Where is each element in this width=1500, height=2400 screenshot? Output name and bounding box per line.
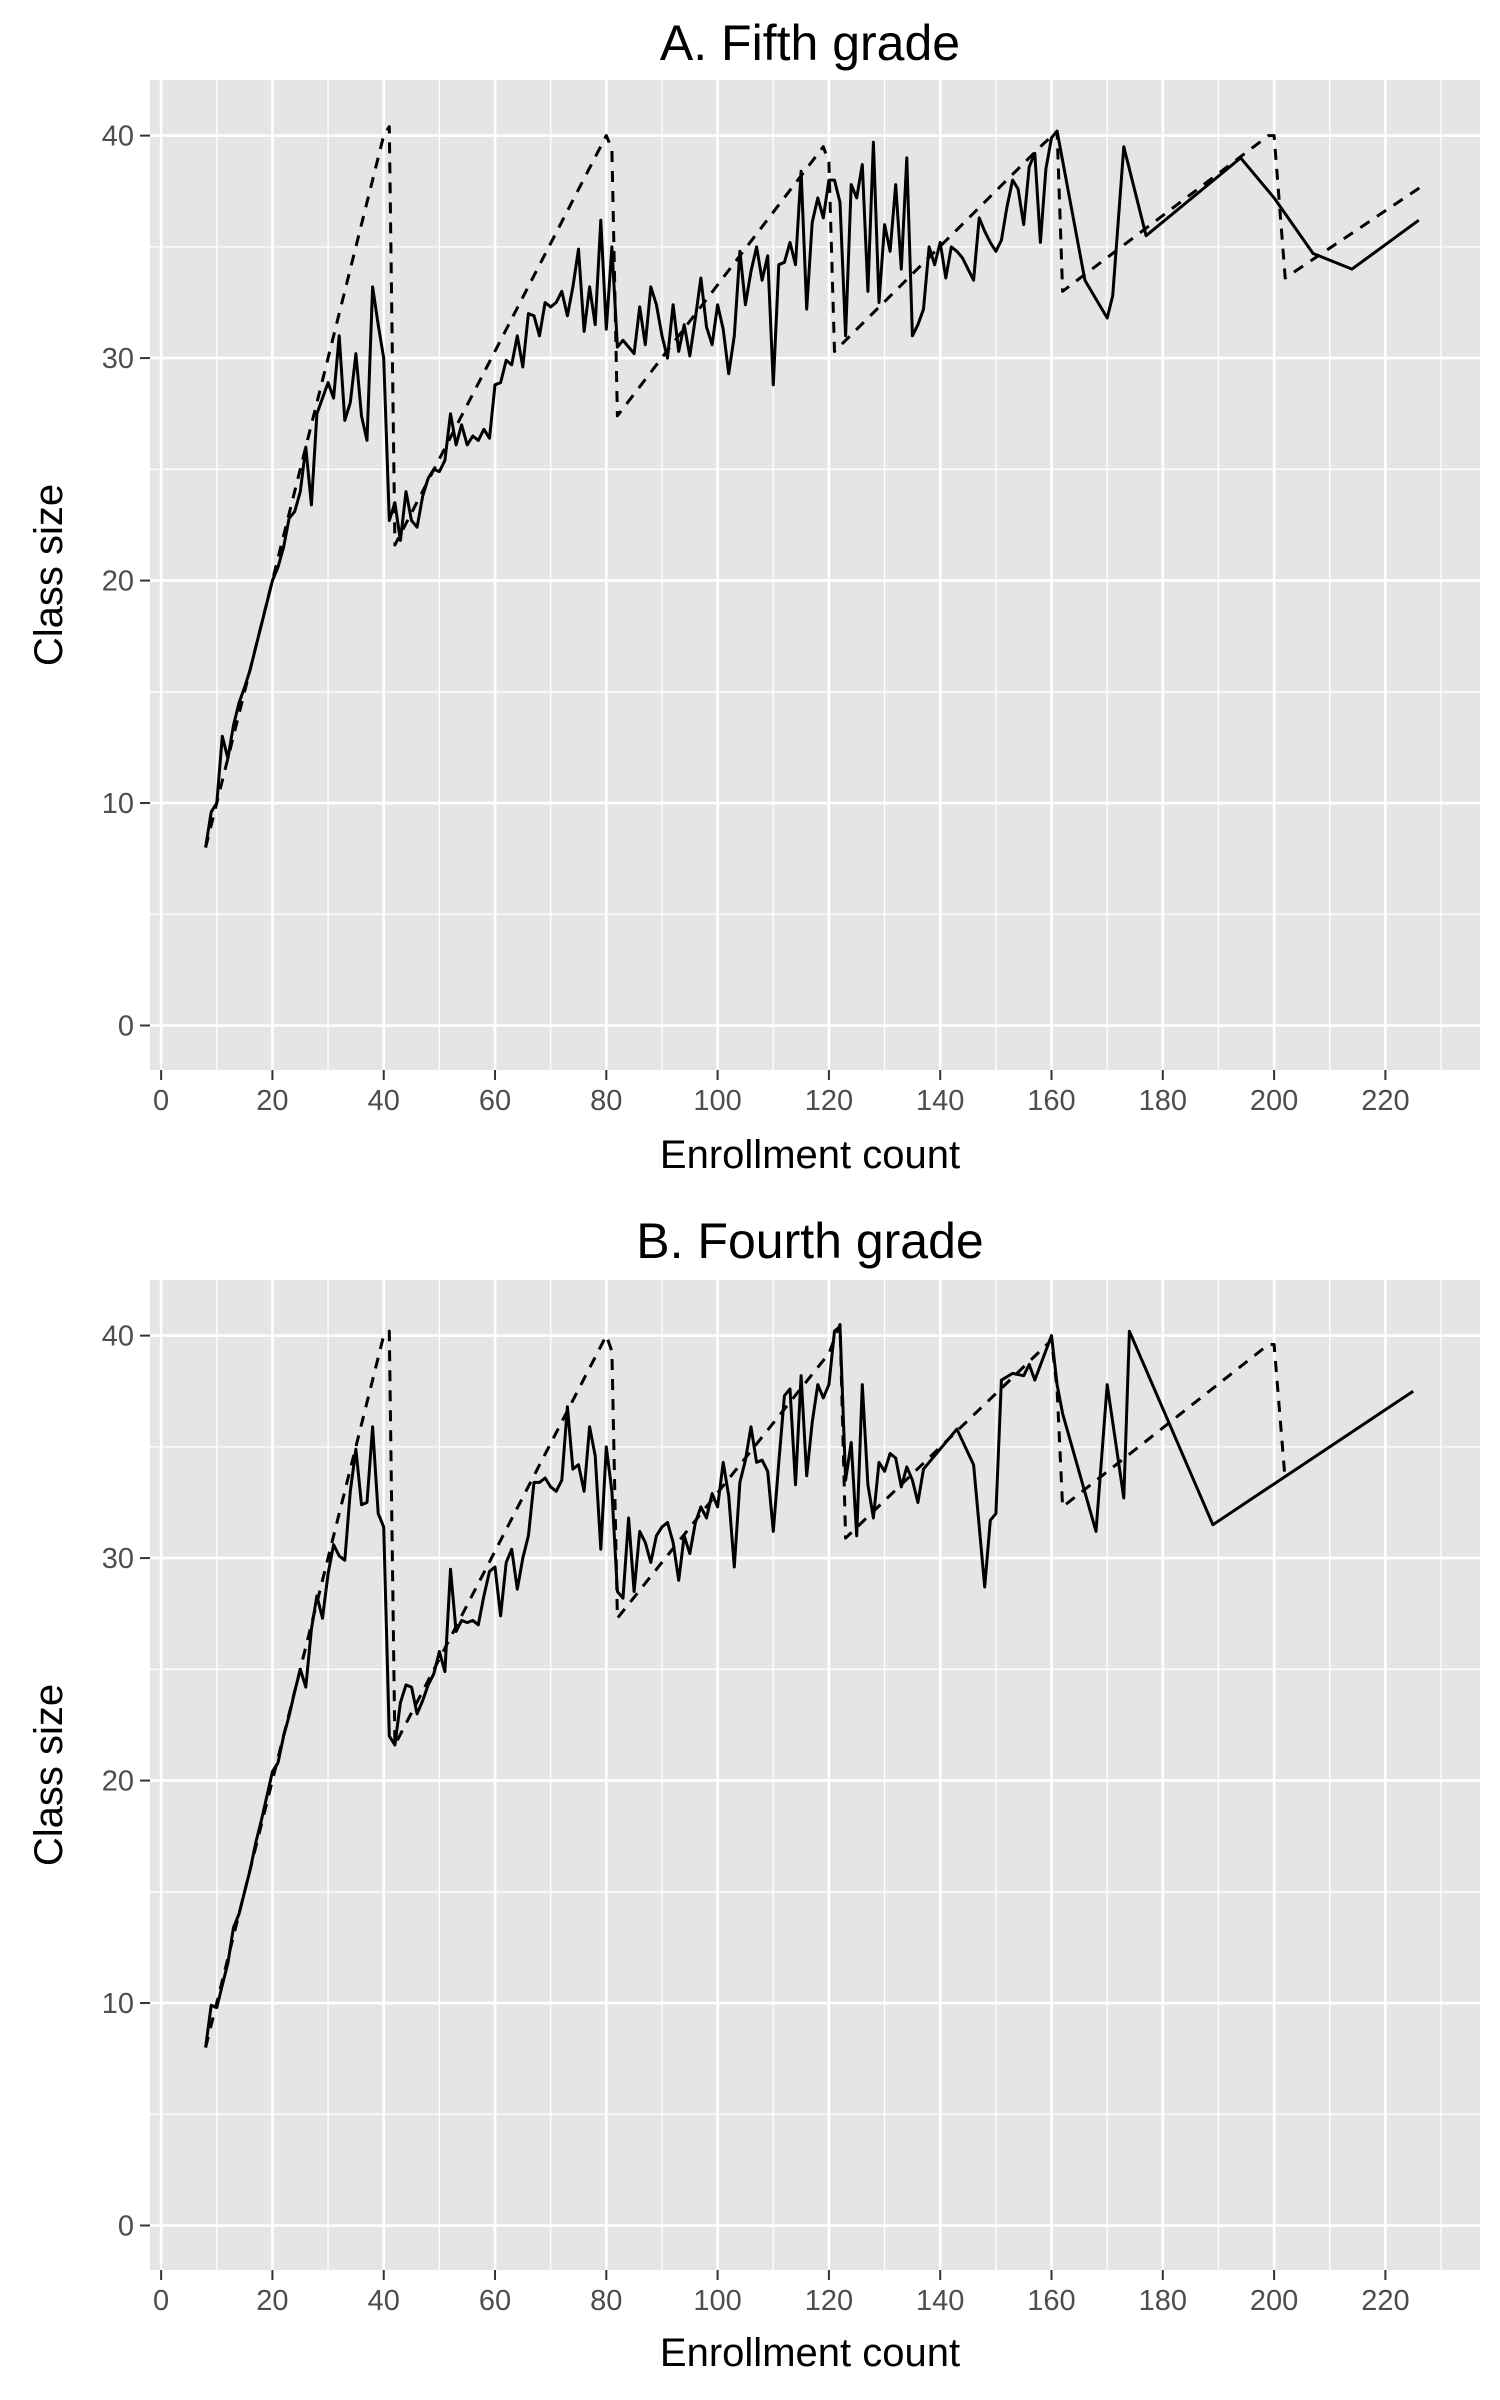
x-tick-label: 0 [153, 2285, 169, 2317]
x-tick-label: 120 [805, 2285, 853, 2317]
series-line-solid [204, 1325, 1415, 2048]
series-layer [204, 125, 1426, 848]
y-tick-label: 0 [118, 2211, 134, 2243]
x-tick-label: 40 [368, 2285, 400, 2317]
x-tick-label: 220 [1361, 2285, 1409, 2317]
y-tick-label: 30 [102, 1543, 134, 1575]
x-tick-label: 140 [916, 1085, 964, 1117]
series-line-solid [204, 129, 1420, 848]
y-tick-label: 40 [102, 121, 134, 153]
y-tick-label: 20 [102, 566, 134, 598]
x-tick-label: 40 [368, 1085, 400, 1117]
x-axis-title: Enrollment count [660, 2331, 960, 2375]
y-tick-label: 10 [102, 788, 134, 820]
x-tick-label: 180 [1139, 2285, 1187, 2317]
x-tick-label: 200 [1250, 1085, 1298, 1117]
series-line-dashed [204, 1323, 1287, 2048]
series-layer [204, 1323, 1415, 2048]
x-tick-label: 200 [1250, 2285, 1298, 2317]
axis-ticks: 0 20 40 60 80 100 120 140 160 180 200 220 0 10 20 30 40 [102, 121, 1410, 1117]
x-tick-label: 80 [590, 1085, 622, 1117]
chart-title: A. Fifth grade [660, 15, 960, 71]
axis-ticks: 0 20 40 60 80 100 120 140 160 180 200 220 0 10 20 30 40 [102, 1321, 1410, 2317]
gridlines [150, 1280, 1480, 2270]
y-tick-label: 10 [102, 1988, 134, 2020]
y-tick-label: 40 [102, 1321, 134, 1353]
plot-panel-background [150, 80, 1480, 1070]
x-tick-label: 160 [1027, 1085, 1075, 1117]
series-line-dashed [204, 125, 1426, 848]
x-tick-label: 220 [1361, 1085, 1409, 1117]
y-tick-label: 20 [102, 1766, 134, 1798]
y-tick-label: 0 [118, 1011, 134, 1043]
y-tick-label: 30 [102, 343, 134, 375]
x-tick-label: 60 [479, 1085, 511, 1117]
chart-title: B. Fourth grade [636, 1213, 983, 1269]
x-tick-label: 20 [256, 1085, 288, 1117]
x-tick-label: 140 [916, 2285, 964, 2317]
x-tick-label: 100 [693, 2285, 741, 2317]
x-tick-label: 120 [805, 1085, 853, 1117]
y-axis-title: Class size [27, 1684, 71, 1866]
x-tick-label: 0 [153, 1085, 169, 1117]
x-tick-label: 60 [479, 2285, 511, 2317]
y-axis-title: Class size [27, 484, 71, 666]
panel-fifth-grade: A. Fifth grade 0 20 40 60 80 100 120 140 160 180 2… [27, 15, 1480, 1177]
x-axis-title: Enrollment count [660, 1133, 960, 1177]
x-tick-label: 100 [693, 1085, 741, 1117]
x-tick-label: 80 [590, 2285, 622, 2317]
x-tick-label: 180 [1139, 1085, 1187, 1117]
x-tick-label: 20 [256, 2285, 288, 2317]
x-tick-label: 160 [1027, 2285, 1075, 2317]
panel-fourth-grade: B. Fourth grade 0 20 40 60 80 100 120 140 160 180… [27, 1213, 1480, 2375]
